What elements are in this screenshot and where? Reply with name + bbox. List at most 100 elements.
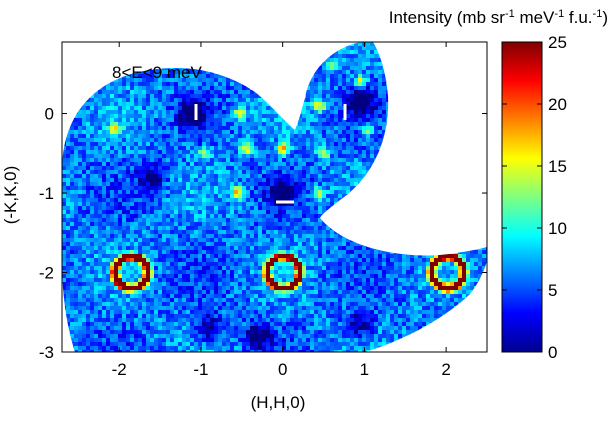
heatmap-cell xyxy=(242,162,247,167)
heatmap-cell xyxy=(262,62,267,67)
heatmap-cell xyxy=(298,218,303,223)
heatmap-cell xyxy=(110,134,115,139)
heatmap-cell xyxy=(102,186,107,191)
heatmap-cell xyxy=(222,218,227,223)
heatmap-cell xyxy=(70,106,75,111)
heatmap-cell xyxy=(290,114,295,119)
heatmap-cell xyxy=(406,58,411,63)
heatmap-cell xyxy=(482,118,487,123)
heatmap-cell xyxy=(242,122,247,127)
heatmap-cell xyxy=(214,122,219,127)
heatmap-cell xyxy=(430,142,435,147)
heatmap-cell xyxy=(398,214,403,219)
heatmap-cell xyxy=(390,82,395,87)
heatmap-cell xyxy=(330,166,335,171)
heatmap-cell xyxy=(178,190,183,195)
heatmap-cell xyxy=(330,210,335,215)
heatmap-cell xyxy=(350,186,355,191)
heatmap-cell xyxy=(174,198,179,203)
heatmap-cell xyxy=(70,174,75,179)
heatmap-cell xyxy=(102,194,107,199)
heatmap-cell xyxy=(294,82,299,87)
heatmap-cell xyxy=(306,110,311,115)
heatmap-cell xyxy=(266,198,271,203)
heatmap-cell xyxy=(258,98,263,103)
heatmap-cell xyxy=(142,82,147,87)
heatmap-cell xyxy=(262,146,267,151)
heatmap-cell xyxy=(214,74,219,79)
heatmap-cell xyxy=(278,150,283,155)
heatmap-cell xyxy=(294,62,299,67)
heatmap-cell xyxy=(406,102,411,107)
heatmap-cell xyxy=(154,78,159,83)
heatmap-cell xyxy=(402,162,407,167)
heatmap-cell xyxy=(78,86,83,91)
heatmap-cell xyxy=(186,58,191,63)
heatmap-cell xyxy=(190,42,195,47)
heatmap-cell xyxy=(202,186,207,191)
heatmap-cell xyxy=(238,58,243,63)
heatmap-cell xyxy=(342,198,347,203)
heatmap-cell xyxy=(354,226,359,231)
heatmap-cell xyxy=(210,226,215,231)
heatmap-cell xyxy=(222,194,227,199)
heatmap-cell xyxy=(390,98,395,103)
heatmap-cell xyxy=(390,194,395,199)
heatmap-cell xyxy=(182,58,187,63)
heatmap-cell xyxy=(370,50,375,55)
heatmap-cell xyxy=(202,78,207,83)
heatmap-cell xyxy=(174,134,179,139)
heatmap-cell xyxy=(338,58,343,63)
heatmap-cell xyxy=(242,226,247,231)
heatmap-cell xyxy=(298,102,303,107)
heatmap-cell xyxy=(354,114,359,119)
heatmap-cell xyxy=(358,70,363,75)
heatmap-cell xyxy=(246,170,251,175)
heatmap-cell xyxy=(366,158,371,163)
heatmap-cell xyxy=(150,70,155,75)
heatmap-cell xyxy=(290,118,295,123)
heatmap-cell xyxy=(222,186,227,191)
heatmap-cell xyxy=(418,46,423,51)
heatmap-cell xyxy=(90,70,95,75)
heatmap-cell xyxy=(246,138,251,143)
heatmap-cell xyxy=(98,154,103,159)
heatmap-cell xyxy=(326,146,331,151)
heatmap-cell xyxy=(362,182,367,187)
heatmap-cell xyxy=(142,222,147,227)
heatmap-cell xyxy=(342,42,347,47)
heatmap-cell xyxy=(386,154,391,159)
heatmap-cell xyxy=(294,122,299,127)
heatmap-cell xyxy=(358,82,363,87)
heatmap-cell xyxy=(78,218,83,223)
heatmap-cell xyxy=(86,74,91,79)
heatmap-cell xyxy=(86,130,91,135)
heatmap-cell xyxy=(194,146,199,151)
heatmap-cell xyxy=(454,50,459,55)
heatmap-cell xyxy=(350,46,355,51)
heatmap-cell xyxy=(390,166,395,171)
heatmap-cell xyxy=(238,98,243,103)
heatmap-cell xyxy=(66,54,71,59)
heatmap-cell xyxy=(350,106,355,111)
heatmap-cell xyxy=(146,42,151,47)
heatmap-cell xyxy=(210,222,215,227)
heatmap-cell xyxy=(310,126,315,131)
heatmap-cell xyxy=(62,114,67,119)
heatmap-cell xyxy=(398,70,403,75)
heatmap-cell xyxy=(198,134,203,139)
heatmap-cell xyxy=(338,54,343,59)
heatmap-cell xyxy=(250,158,255,163)
heatmap-cell xyxy=(366,82,371,87)
heatmap-cell xyxy=(234,226,239,231)
heatmap-cell xyxy=(386,134,391,139)
heatmap-cell xyxy=(66,106,71,111)
heatmap-cell xyxy=(474,154,479,159)
heatmap-cell xyxy=(354,134,359,139)
heatmap-cell xyxy=(218,182,223,187)
heatmap-cell xyxy=(406,70,411,75)
heatmap-cell xyxy=(294,214,299,219)
heatmap-cell xyxy=(114,210,119,215)
heatmap-cell xyxy=(278,86,283,91)
heatmap-cell xyxy=(150,50,155,55)
